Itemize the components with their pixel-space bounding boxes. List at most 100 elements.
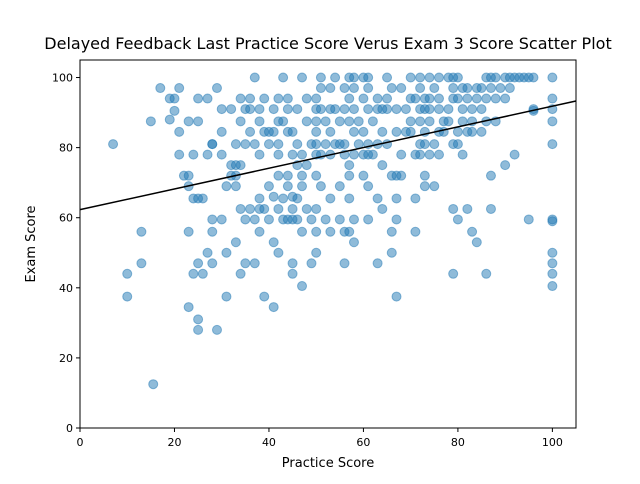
data-point [202,93,213,104]
data-point [386,226,397,237]
data-point [334,116,345,127]
data-point [216,104,227,115]
data-point [419,139,430,150]
data-point [372,193,383,204]
data-point [500,160,511,171]
data-point [221,247,232,258]
data-point [136,258,147,269]
data-point [311,203,322,214]
data-point [306,258,317,269]
x-tick-label: 20 [167,436,181,449]
data-point [325,193,336,204]
data-point [268,104,279,115]
data-point [183,226,194,237]
data-point [547,139,558,150]
data-point [471,93,482,104]
data-point [235,203,246,214]
points-layer [108,72,558,390]
data-point [188,268,199,279]
data-point [254,193,265,204]
data-point [230,139,241,150]
data-point [273,203,284,214]
data-point [169,93,180,104]
y-tick-label: 80 [59,142,73,155]
data-point [193,324,204,335]
data-point [452,72,463,83]
data-point [457,149,468,160]
data-point [287,149,298,160]
data-point [434,149,445,160]
data-point [415,149,426,160]
data-point [268,302,279,313]
x-tick-label: 100 [542,436,563,449]
data-point [122,291,133,302]
data-point [183,116,194,127]
y-tick-label: 60 [59,212,73,225]
data-point [197,193,208,204]
data-point [452,126,463,137]
data-point [382,72,393,83]
data-point [325,226,336,237]
data-point [108,139,119,150]
data-point [216,149,227,160]
data-point [396,149,407,160]
data-point [245,104,256,115]
data-point [202,149,213,160]
data-point [476,126,487,137]
data-point [419,181,430,192]
data-point [259,203,270,214]
data-point [240,139,251,150]
data-point [235,160,246,171]
data-point [193,93,204,104]
data-point [235,93,246,104]
data-point [363,181,374,192]
data-point [429,181,440,192]
data-point [306,214,317,225]
data-point [278,116,289,127]
data-point [339,258,350,269]
data-point [443,104,454,115]
data-point [315,181,326,192]
data-point [259,93,270,104]
data-point [348,126,359,137]
data-point [254,116,265,127]
data-point [358,126,369,137]
data-point [148,379,159,390]
data-point [391,126,402,137]
data-point [410,226,421,237]
data-point [245,203,256,214]
data-point [495,83,506,94]
data-point [363,83,374,94]
plot-frame [79,59,577,429]
data-point [400,104,411,115]
data-point [528,72,539,83]
data-point [273,93,284,104]
data-point [221,181,232,192]
data-point [301,160,312,171]
data-point [315,72,326,83]
data-point [429,83,440,94]
data-point [410,193,421,204]
data-point [547,93,558,104]
data-point [344,93,355,104]
data-point [230,237,241,248]
data-point [547,268,558,279]
data-point [207,139,218,150]
data-point [292,214,303,225]
data-point [467,226,478,237]
data-point [325,126,336,137]
data-point [348,214,359,225]
data-point [268,191,279,202]
data-point [249,139,260,150]
x-axis-label: Practice Score [282,456,374,471]
data-point [122,268,133,279]
data-point [174,126,185,137]
y-axis-label: Exam Score [24,205,39,282]
data-point [193,116,204,127]
data-point [391,291,402,302]
data-point [424,116,435,127]
data-point [287,126,298,137]
data-point [207,214,218,225]
data-point [183,302,194,313]
data-point [202,247,213,258]
